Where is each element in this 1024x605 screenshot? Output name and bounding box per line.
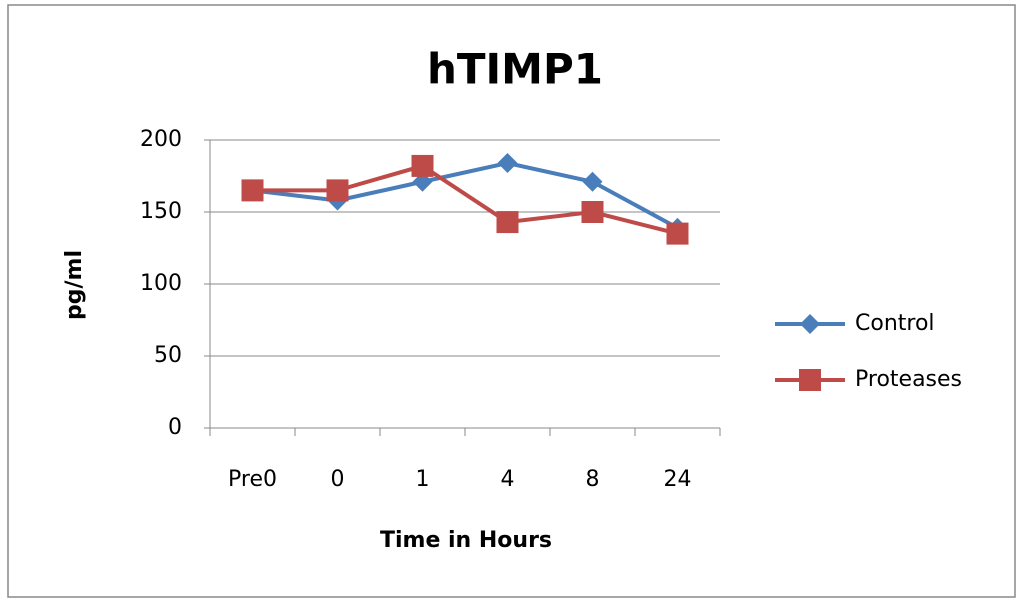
y-tick-label: 0 <box>168 415 182 440</box>
y-tick-label: 150 <box>140 199 182 224</box>
data-point <box>411 154 434 177</box>
x-tick-label: Pre0 <box>228 467 277 492</box>
x-axis-label: Time in Hours <box>380 528 552 553</box>
data-point <box>496 211 519 234</box>
x-tick-label: 1 <box>416 467 430 492</box>
data-point <box>497 153 518 174</box>
data-point <box>241 179 264 202</box>
data-point <box>666 222 689 245</box>
y-tick-label: 50 <box>154 343 182 368</box>
chart-title: hTIMP1 <box>427 45 603 94</box>
y-axis-label: pg/ml <box>62 250 87 320</box>
series-line <box>252 160 679 230</box>
data-point <box>581 201 604 223</box>
legend-label: Control <box>855 311 935 336</box>
x-tick-label: 4 <box>501 467 515 492</box>
y-tick-label: 200 <box>140 127 182 152</box>
x-tick-label: 24 <box>664 467 692 492</box>
legend-marker <box>799 369 821 391</box>
data-point <box>326 179 349 202</box>
x-tick-label: 0 <box>331 467 345 492</box>
legend-label: Proteases <box>855 367 962 392</box>
x-tick-label: 8 <box>586 467 600 492</box>
series-line <box>252 163 678 236</box>
data-point <box>582 171 603 192</box>
y-tick-label: 100 <box>140 271 182 296</box>
chart-frame <box>7 4 1016 598</box>
legend-marker <box>800 314 820 334</box>
